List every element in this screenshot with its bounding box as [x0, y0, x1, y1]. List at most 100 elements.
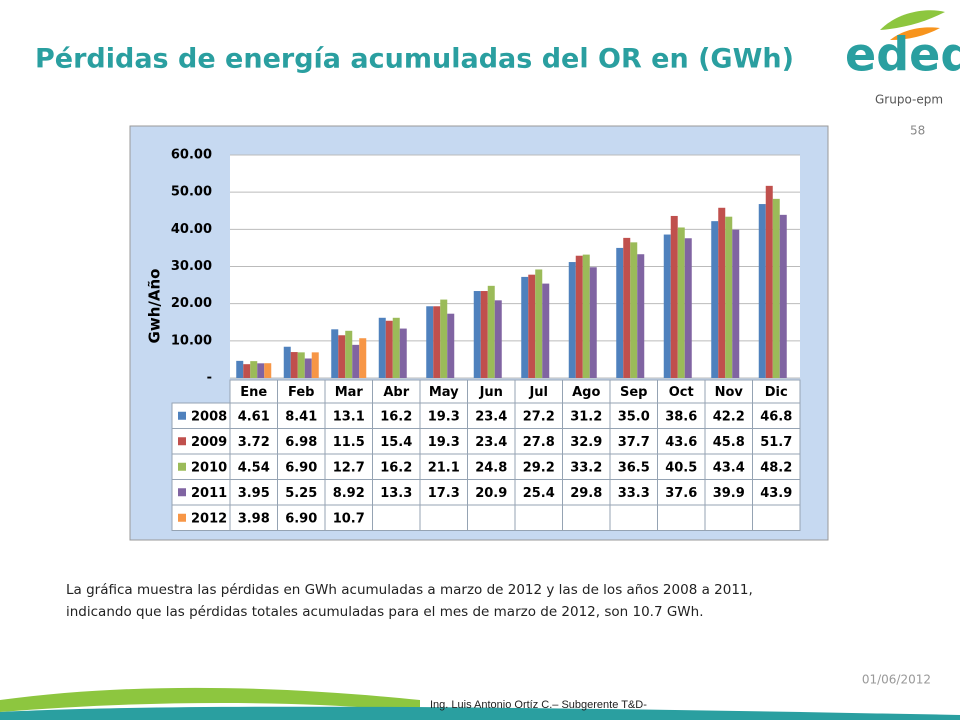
footer: Ing. Luis Antonio Ortíz C.– Subgerente T…: [430, 699, 647, 711]
data-label: 3.72: [238, 435, 270, 450]
legend-swatch: [178, 513, 186, 522]
bar: [392, 317, 400, 378]
data-label: 23.4: [475, 409, 507, 424]
table-cell: [752, 428, 801, 455]
bar: [521, 276, 529, 378]
bar: [290, 352, 298, 378]
data-label: 19.3: [428, 435, 460, 450]
data-label: 11.5: [333, 435, 365, 450]
data-label: 6.90: [285, 460, 317, 475]
data-label: 40.5: [665, 460, 697, 475]
table-cell: [229, 479, 278, 506]
bar: [637, 254, 645, 378]
y-tick-label: 50.00: [171, 185, 212, 200]
table-cell: [514, 402, 563, 429]
bar: [311, 352, 319, 378]
data-label: 12.7: [333, 460, 365, 475]
description: indicando que las pérdidas totales acumu…: [66, 604, 704, 620]
bar: [542, 283, 550, 378]
bar: [494, 300, 502, 378]
bar: [582, 254, 590, 378]
table-cell: [514, 428, 563, 455]
footer-swoosh: [0, 687, 420, 712]
bar: [352, 344, 360, 378]
table-cell: [419, 504, 468, 531]
x-tick-label: Sep: [620, 385, 648, 400]
bar: [487, 285, 495, 378]
data-label: 5.25: [285, 486, 317, 501]
table-cell: [514, 453, 563, 480]
table-cell: [324, 428, 373, 455]
bar: [663, 234, 671, 378]
bar: [684, 238, 692, 378]
data-label: 33.3: [618, 486, 650, 501]
bar: [473, 291, 481, 378]
bar: [297, 352, 305, 378]
bar: [480, 291, 488, 378]
data-label: 37.7: [618, 435, 650, 450]
data-label: 27.2: [523, 409, 555, 424]
bar: [630, 242, 638, 378]
table-cell: [704, 428, 753, 455]
bar: [359, 338, 367, 378]
bar: [528, 274, 536, 378]
bar: [732, 229, 740, 378]
logo-leaf: [890, 27, 940, 40]
data-label: 33.2: [570, 460, 602, 475]
data-label: 21.1: [428, 460, 460, 475]
bar: [779, 214, 787, 378]
table-cell: [752, 504, 801, 531]
x-tick-label: May: [429, 385, 459, 400]
legend-label: 2008: [191, 409, 227, 424]
table-cell: [372, 402, 421, 429]
bar: [535, 269, 543, 378]
bar: [331, 329, 339, 378]
table-cell: [229, 453, 278, 480]
table-cell: [609, 479, 658, 506]
legend-swatch: [178, 488, 186, 497]
bar: [440, 299, 448, 378]
logo-group: Grupo-epm: [875, 93, 943, 107]
table-cell: [514, 504, 563, 531]
x-tick-label: Ene: [240, 385, 267, 400]
bar: [725, 216, 733, 378]
table-cell: [562, 479, 611, 506]
data-label: 24.8: [475, 460, 507, 475]
bar: [772, 198, 780, 378]
bar: [257, 363, 265, 378]
footer-swoosh: [0, 706, 960, 720]
data-label: 29.2: [523, 460, 555, 475]
data-label: 6.98: [285, 435, 317, 450]
bar: [385, 320, 393, 378]
data-label: 3.95: [238, 486, 270, 501]
data-label: 38.6: [665, 409, 697, 424]
data-label: 43.9: [760, 486, 792, 501]
x-tick-label: Abr: [383, 385, 409, 400]
table-cell: [657, 479, 706, 506]
data-label: 4.54: [238, 460, 270, 475]
table-cell: [277, 504, 326, 531]
x-tick-label: Dic: [765, 385, 788, 400]
legend-swatch: [178, 437, 186, 446]
bar: [250, 361, 258, 378]
data-label: 48.2: [760, 460, 792, 475]
y-tick-label: 60.00: [171, 148, 212, 163]
data-label: 23.4: [475, 435, 507, 450]
bar: [758, 204, 766, 378]
bar: [589, 267, 597, 378]
data-label: 8.92: [333, 486, 365, 501]
data-label: 39.9: [713, 486, 745, 501]
data-label: 13.1: [333, 409, 365, 424]
data-label: 13.3: [380, 486, 412, 501]
table-cell: [419, 453, 468, 480]
table-cell: [609, 504, 658, 531]
bar: [345, 330, 353, 378]
description: La gráfica muestra las pérdidas en GWh a…: [66, 582, 753, 598]
table-cell: [657, 504, 706, 531]
x-tick-label: Feb: [288, 385, 314, 400]
bar: [447, 313, 455, 378]
legend-swatch: [178, 411, 186, 420]
bar: [399, 328, 407, 378]
bar: [677, 227, 685, 378]
